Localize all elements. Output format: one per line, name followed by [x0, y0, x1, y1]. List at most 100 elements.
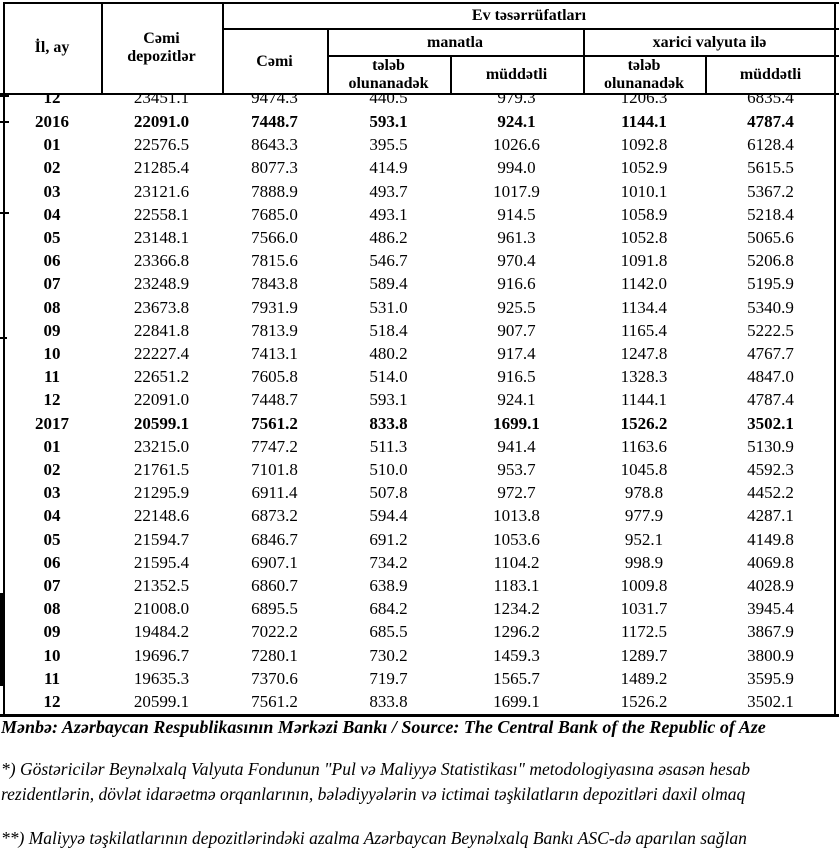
value-cell: 414.9: [369, 158, 408, 178]
value-cell: 1172.5: [620, 622, 668, 642]
value-cell: 1026.6: [493, 135, 540, 155]
value-cell: 7280.1: [251, 645, 298, 665]
header-divider-2: [222, 2, 224, 94]
row-label-cell: 11: [43, 668, 61, 688]
value-cell: 589.4: [369, 274, 408, 294]
value-cell: 21761.5: [133, 460, 190, 479]
value-cell: 22148.6: [133, 506, 190, 526]
value-cell: 8077.3: [251, 158, 298, 178]
value-cell: 4767.7: [747, 344, 794, 363]
value-cell: 7561.2: [251, 413, 298, 433]
value-cell: 19696.7: [133, 645, 190, 665]
edge-tick-mark: [0, 95, 9, 97]
value-cell: 1058.9: [620, 204, 668, 224]
table-row: 03 21295.9 6911.4 507.8 972.7 978.8 4452.2: [0, 481, 839, 504]
value-cell: 5218.4: [747, 204, 794, 224]
table-row: 06 21595.4 6907.1 734.2 1104.2 998.9 4069.8: [0, 551, 839, 574]
value-cell: 23215.0: [133, 436, 190, 456]
value-cell: 924.1: [497, 112, 536, 131]
footnote-2-line-1: **) Maliyyə təşkilatlarının depozitlərin…: [1, 828, 747, 848]
value-cell: 970.4: [497, 251, 536, 271]
value-cell: 1045.8: [620, 460, 668, 479]
row-label-cell: 06: [43, 552, 61, 572]
table-row: 04 22148.6 6873.2 594.4 1013.8 977.9 4287.1: [0, 504, 839, 527]
value-cell: 6835.4: [747, 95, 794, 107]
value-cell: 719.7: [369, 668, 408, 688]
value-cell: 6873.2: [251, 506, 298, 526]
row-label-cell: 01: [43, 436, 61, 456]
table-row: 01 22576.5 8643.3 395.5 1026.6 1092.8 6128.4: [0, 133, 839, 156]
value-cell: 546.7: [369, 251, 408, 271]
value-cell: 493.7: [369, 181, 408, 201]
value-cell: 1699.1: [493, 692, 540, 711]
header-cell-time-manat: müddətli: [450, 56, 583, 94]
value-cell: 7101.8: [251, 460, 298, 479]
value-cell: 1526.2: [620, 692, 668, 711]
partially-visible-row: 12 23451.1 9474.3 440.5 979.3 1206.3 6835.4: [0, 95, 839, 110]
value-cell: 5130.9: [747, 436, 794, 456]
value-cell: 8643.3: [251, 135, 298, 155]
footnote-1-line-2: rezidentlərin, dövlət idarəetmə orqanlar…: [1, 784, 746, 804]
table-row: 12 22091.0 7448.7 593.1 924.1 1144.1 4787.4: [0, 388, 839, 411]
row-label-cell: 10: [43, 344, 61, 363]
value-cell: 6860.7: [251, 576, 298, 595]
value-cell: 4592.3: [747, 460, 794, 479]
value-cell: 23148.1: [133, 228, 190, 247]
value-cell: 22841.8: [133, 320, 190, 340]
value-cell: 1699.1: [493, 413, 540, 433]
edge-artifact-bar: [0, 593, 5, 686]
value-cell: 21595.4: [133, 552, 190, 572]
value-cell: 952.1: [624, 529, 664, 549]
value-cell: 1163.6: [620, 436, 668, 456]
value-cell: 9474.3: [251, 95, 298, 107]
value-cell: 3502.1: [747, 413, 794, 433]
value-cell: 638.9: [369, 576, 408, 595]
value-cell: 925.5: [497, 297, 536, 317]
value-cell: 22091.0: [133, 112, 190, 131]
value-cell: 916.5: [497, 367, 536, 387]
row-label-cell: 03: [43, 181, 61, 201]
row-label-cell: 07: [43, 576, 61, 595]
value-cell: 486.2: [369, 228, 408, 247]
header-divider-6: [705, 55, 707, 94]
row-label-cell: 05: [43, 529, 61, 549]
row-label-cell: 07: [43, 274, 61, 294]
value-cell: 7815.6: [251, 251, 298, 271]
value-cell: 6907.1: [251, 552, 298, 572]
row-label-cell: 04: [43, 204, 61, 224]
value-cell: 4847.0: [747, 367, 794, 387]
row-label-cell: 2016: [35, 112, 69, 131]
value-cell: 593.1: [369, 390, 408, 410]
row-label-cell: 12: [43, 390, 61, 410]
value-cell: 19635.3: [133, 668, 190, 688]
value-cell: 1053.6: [493, 529, 540, 549]
value-cell: 1017.9: [493, 181, 540, 201]
value-cell: 23248.9: [133, 274, 190, 294]
group-header-underline: [222, 28, 839, 30]
value-cell: 23673.8: [133, 297, 190, 317]
header-label: İl, ay: [34, 39, 70, 56]
header-divider-5: [583, 28, 585, 94]
value-cell: 5222.5: [747, 320, 794, 340]
value-cell: 7843.8: [251, 274, 298, 294]
value-cell: 994.0: [497, 158, 536, 178]
value-cell: 22576.5: [133, 135, 190, 155]
value-cell: 1009.8: [620, 576, 668, 595]
value-cell: 1052.9: [620, 158, 668, 178]
row-label-cell: 05: [43, 228, 61, 247]
value-cell: 7370.6: [251, 668, 298, 688]
row-label-cell: 08: [43, 599, 61, 619]
header-cell-manat-group: manatla: [327, 29, 583, 56]
value-cell: 594.4: [369, 506, 408, 526]
table-row: 12 23451.1 9474.3 440.5 979.3 1206.3 6835.4: [0, 95, 839, 109]
value-cell: 4452.2: [747, 483, 794, 503]
table-row: 10 19696.7 7280.1 730.2 1459.3 1289.7 3800.9: [0, 644, 839, 667]
value-cell: 6128.4: [747, 135, 794, 155]
value-cell: 1013.8: [493, 506, 540, 526]
row-label-cell: 09: [43, 622, 61, 642]
value-cell: 4149.8: [747, 529, 794, 549]
table-row: 07 21352.5 6860.7 638.9 1183.1 1009.8 4028.9: [0, 574, 839, 597]
value-cell: 7888.9: [251, 181, 298, 201]
value-cell: 5065.6: [747, 228, 794, 247]
header-label: Cəmi: [256, 52, 293, 70]
